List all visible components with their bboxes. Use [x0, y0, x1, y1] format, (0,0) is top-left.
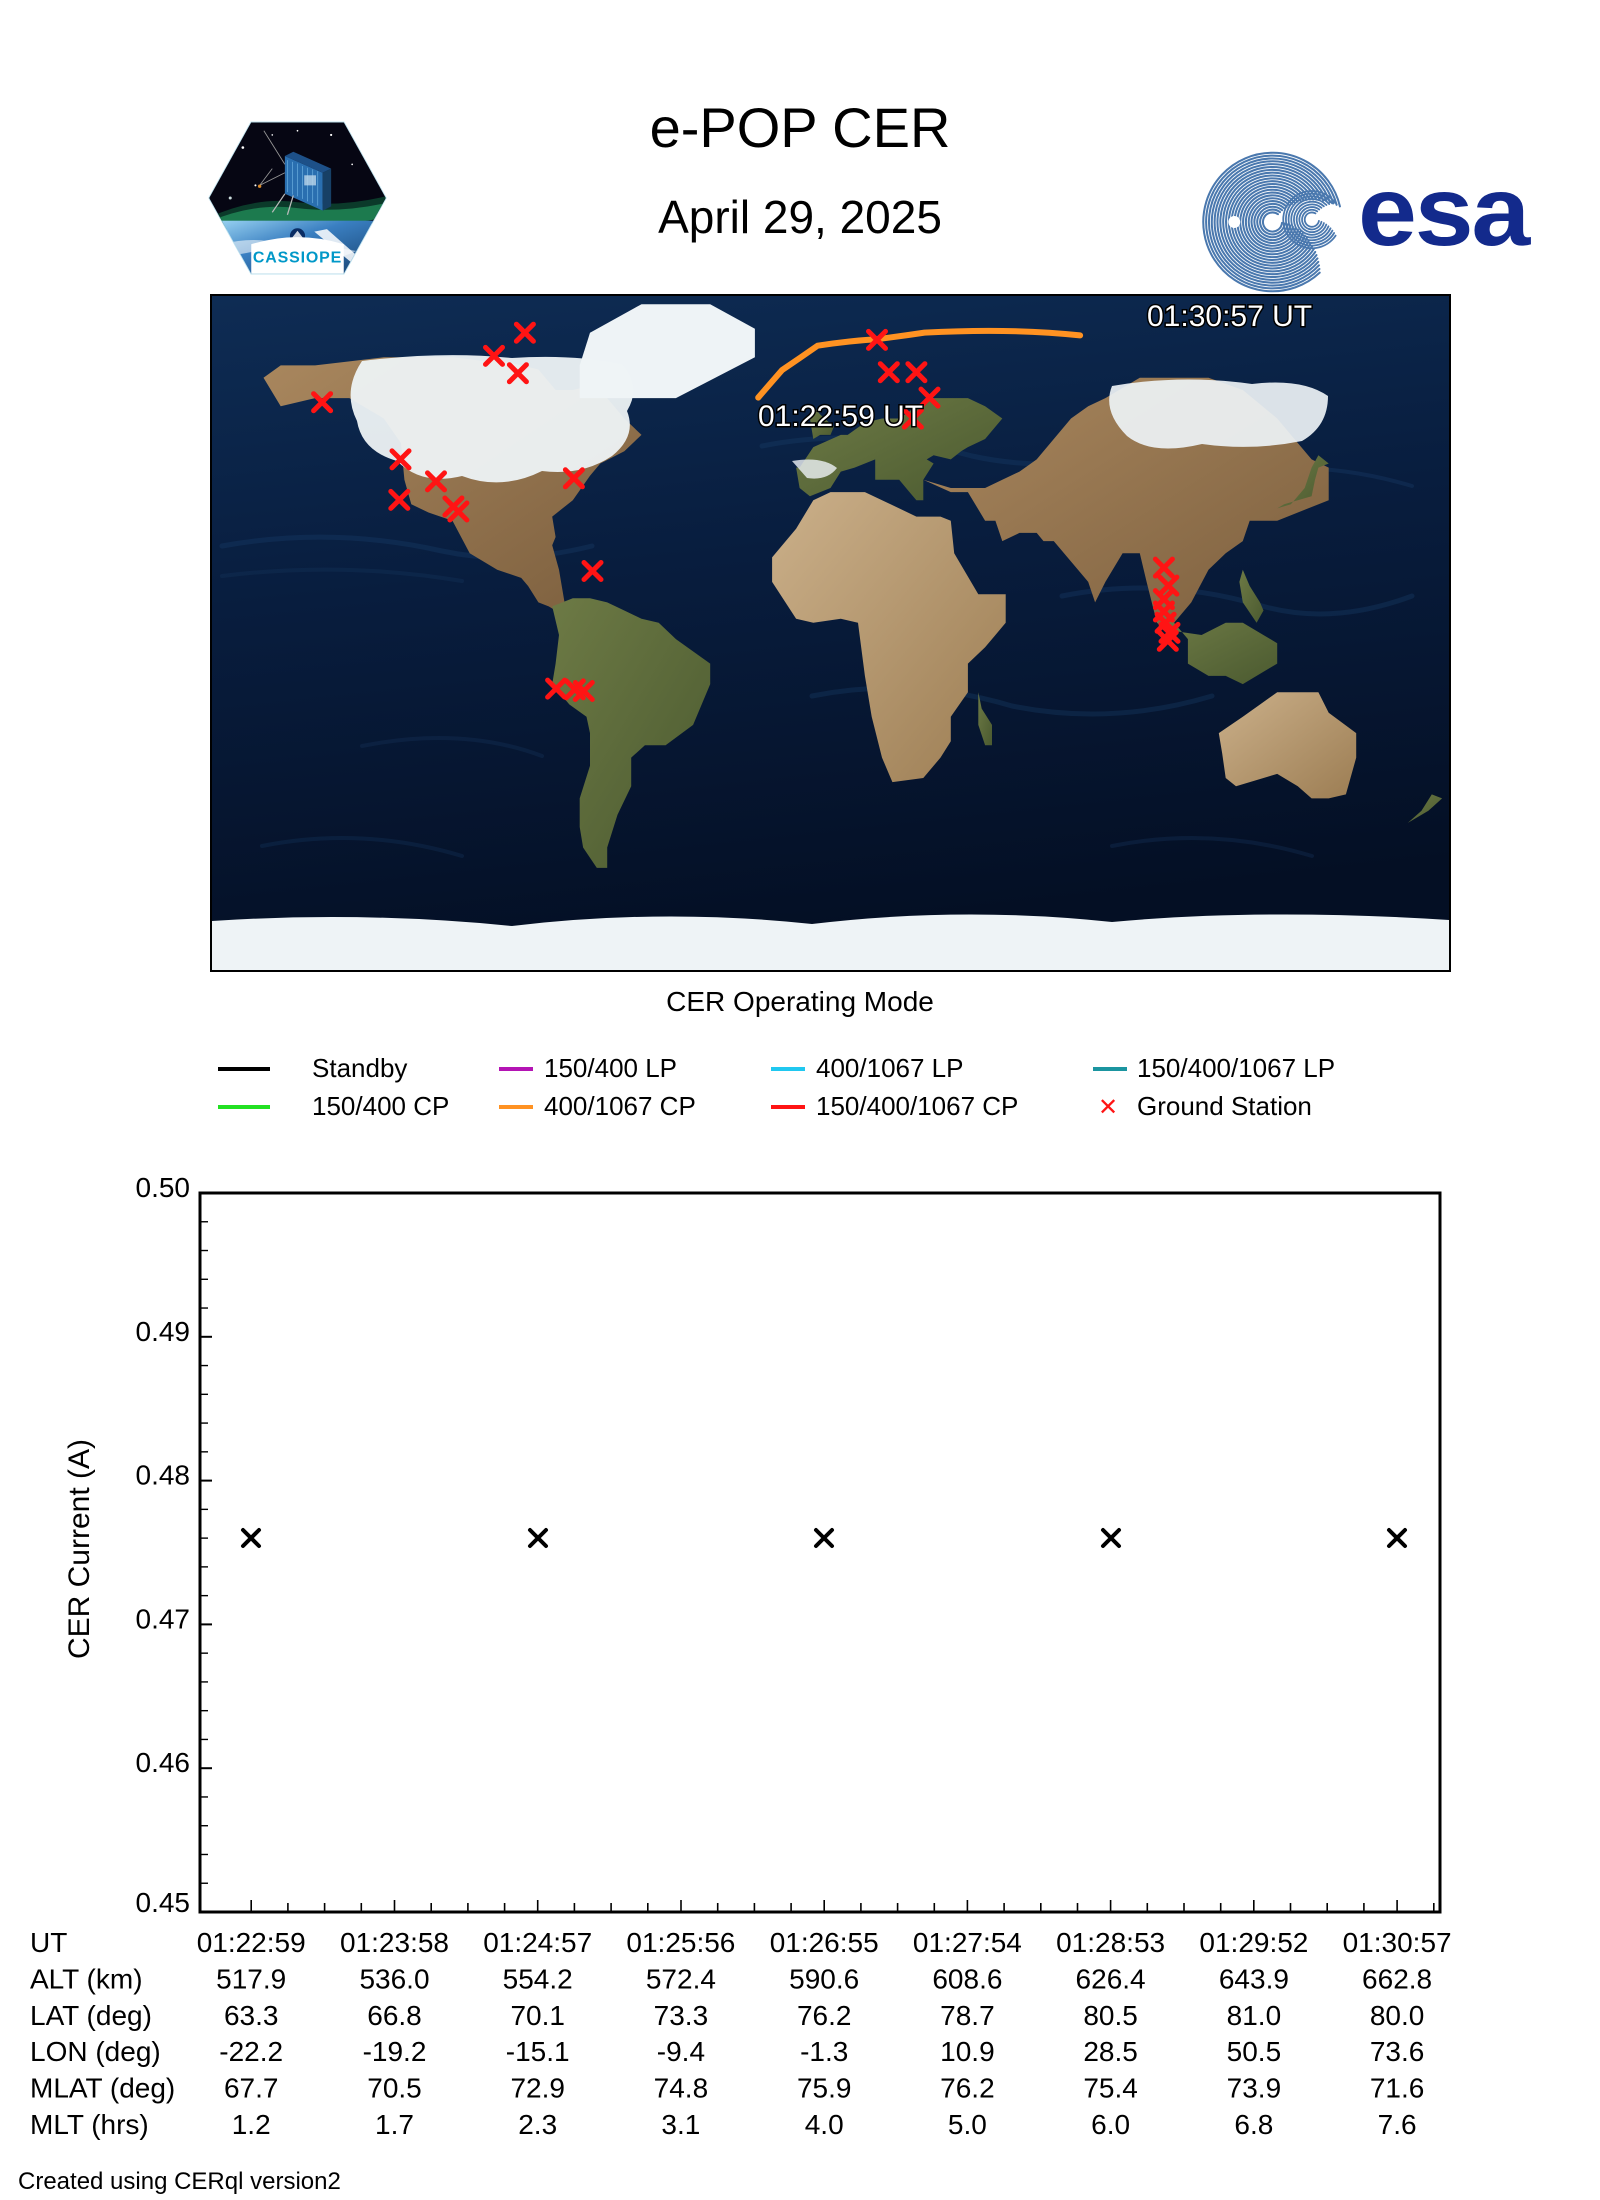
svg-text:CASSIOPE: CASSIOPE	[253, 250, 342, 267]
svg-text:01:22:59: 01:22:59	[197, 1930, 306, 1958]
svg-text:150/400/1067 LP: 150/400/1067 LP	[1137, 1053, 1335, 1083]
svg-text:10.9: 10.9	[940, 2036, 995, 2067]
svg-text:66.8: 66.8	[367, 2000, 422, 2031]
svg-text:3.1: 3.1	[661, 2109, 700, 2140]
svg-text:150/400 LP: 150/400 LP	[544, 1053, 677, 1083]
svg-text:73.9: 73.9	[1227, 2073, 1282, 2104]
svg-text:0.50: 0.50	[136, 1172, 191, 1203]
svg-text:7.6: 7.6	[1378, 2109, 1417, 2140]
svg-text:517.9: 517.9	[216, 1963, 286, 1994]
svg-text:73.3: 73.3	[654, 2000, 709, 2031]
svg-text:-19.2: -19.2	[363, 2036, 427, 2067]
svg-text:67.7: 67.7	[224, 2073, 279, 2104]
svg-text:75.4: 75.4	[1083, 2073, 1138, 2104]
svg-text:0.48: 0.48	[136, 1460, 191, 1491]
svg-text:-1.3: -1.3	[800, 2036, 848, 2067]
svg-text:1.7: 1.7	[375, 2109, 414, 2140]
svg-text:01:25:56: 01:25:56	[626, 1930, 735, 1958]
svg-text:01:29:52: 01:29:52	[1199, 1930, 1308, 1958]
svg-text:80.0: 80.0	[1370, 2000, 1425, 2031]
svg-text:5.0: 5.0	[948, 2109, 987, 2140]
svg-text:0.47: 0.47	[136, 1603, 191, 1634]
svg-text:28.5: 28.5	[1083, 2036, 1138, 2067]
svg-text:01:24:57: 01:24:57	[483, 1930, 592, 1958]
svg-text:0.45: 0.45	[136, 1887, 191, 1918]
svg-text:01:26:55: 01:26:55	[770, 1930, 879, 1958]
svg-text:608.6: 608.6	[932, 1963, 1002, 1994]
svg-text:662.8: 662.8	[1362, 1963, 1432, 1994]
svg-text:Ground Station: Ground Station	[1137, 1091, 1312, 1121]
svg-text:✕: ✕	[1098, 1094, 1118, 1121]
svg-text:-22.2: -22.2	[219, 2036, 283, 2067]
svg-text:ALT (km): ALT (km)	[30, 1963, 143, 1994]
svg-text:70.1: 70.1	[510, 2000, 565, 2031]
svg-text:76.2: 76.2	[797, 2000, 852, 2031]
svg-text:01:28:53: 01:28:53	[1056, 1930, 1165, 1958]
svg-text:74.8: 74.8	[654, 2073, 709, 2104]
svg-text:400/1067 LP: 400/1067 LP	[816, 1053, 963, 1083]
svg-text:71.6: 71.6	[1370, 2073, 1425, 2104]
svg-text:590.6: 590.6	[789, 1963, 859, 1994]
svg-text:MLT (hrs): MLT (hrs)	[30, 2109, 149, 2140]
svg-text:01:23:58: 01:23:58	[340, 1930, 449, 1958]
svg-text:0.46: 0.46	[136, 1747, 191, 1778]
svg-text:6.0: 6.0	[1091, 2109, 1130, 2140]
svg-text:643.9: 643.9	[1219, 1963, 1289, 1994]
svg-text:554.2: 554.2	[503, 1963, 573, 1994]
svg-text:72.9: 72.9	[510, 2073, 565, 2104]
svg-text:LON (deg): LON (deg)	[30, 2036, 161, 2067]
svg-text:01:27:54: 01:27:54	[913, 1930, 1022, 1958]
svg-text:78.7: 78.7	[940, 2000, 995, 2031]
svg-text:6.8: 6.8	[1234, 2109, 1273, 2140]
svg-text:MLAT (deg): MLAT (deg)	[30, 2073, 175, 2104]
svg-text:LAT (deg): LAT (deg)	[30, 2000, 152, 2031]
svg-text:UT: UT	[30, 1930, 67, 1958]
svg-text:75.9: 75.9	[797, 2073, 852, 2104]
svg-text:50.5: 50.5	[1227, 2036, 1282, 2067]
svg-text:1.2: 1.2	[232, 2109, 271, 2140]
svg-text:626.4: 626.4	[1076, 1963, 1146, 1994]
svg-text:01:30:57 UT: 01:30:57 UT	[1147, 300, 1312, 333]
svg-text:150/400/1067 CP: 150/400/1067 CP	[816, 1091, 1018, 1121]
svg-text:2.3: 2.3	[518, 2109, 557, 2140]
svg-text:Standby: Standby	[312, 1053, 407, 1083]
svg-text:76.2: 76.2	[940, 2073, 995, 2104]
svg-text:80.5: 80.5	[1083, 2000, 1138, 2031]
svg-text:4.0: 4.0	[805, 2109, 844, 2140]
svg-text:572.4: 572.4	[646, 1963, 716, 1994]
svg-text:70.5: 70.5	[367, 2073, 422, 2104]
svg-text:81.0: 81.0	[1227, 2000, 1282, 2031]
svg-text:73.6: 73.6	[1370, 2036, 1425, 2067]
svg-text:-15.1: -15.1	[506, 2036, 570, 2067]
svg-text:01:30:57: 01:30:57	[1343, 1930, 1452, 1958]
svg-text:63.3: 63.3	[224, 2000, 279, 2031]
svg-text:-9.4: -9.4	[657, 2036, 705, 2067]
svg-text:150/400 CP: 150/400 CP	[312, 1091, 449, 1121]
svg-text:0.49: 0.49	[136, 1316, 191, 1347]
svg-text:01:22:59 UT: 01:22:59 UT	[758, 400, 923, 433]
svg-text:536.0: 536.0	[359, 1963, 429, 1994]
svg-text:400/1067 CP: 400/1067 CP	[544, 1091, 696, 1121]
